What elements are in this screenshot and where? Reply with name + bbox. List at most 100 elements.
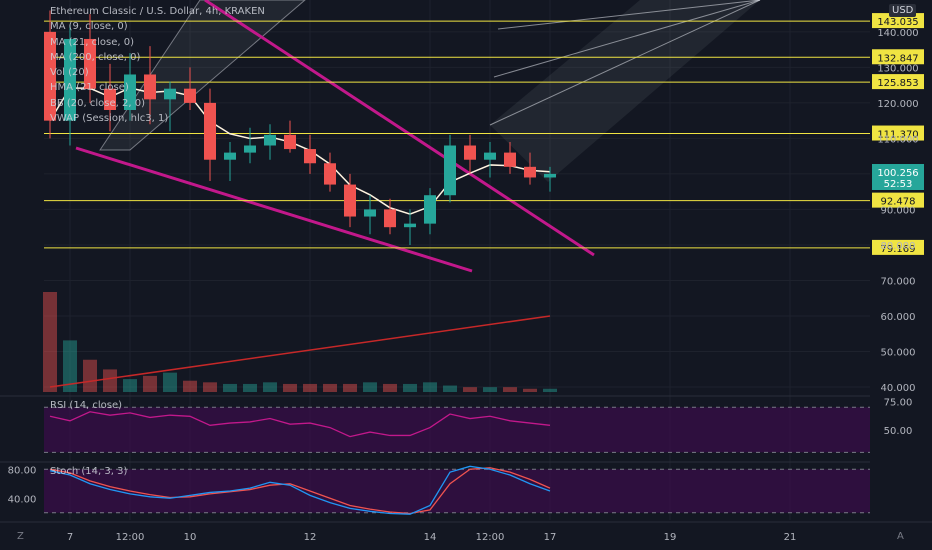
currency-badge[interactable]: USD [889,4,917,17]
legend-vol[interactable]: Vol (20) [50,67,89,79]
rsi-tick-label: 50.00 [884,426,913,437]
volume-bar [203,382,217,392]
volume-bar [323,383,337,392]
candle-body [524,166,536,178]
last-price-label: 100.256 [877,168,918,179]
price-axis[interactable]: 143.035 132.847 125.853 111.370 92.478 79.169… [872,13,924,394]
lower-trendline [75,146,473,273]
legend-ma200[interactable]: MA (200, close, 0) [50,51,141,63]
time-tick-label: 14 [424,532,437,543]
volume-bar [143,375,157,392]
candle-body [64,38,76,121]
stoch-d-line [49,467,551,515]
candle-body [224,152,236,160]
volume-bar [163,372,177,392]
volume-bars [43,292,557,392]
channel-line [497,0,761,30]
level-label: 143.035 [877,17,918,28]
price-tick-label: 60.000 [881,312,916,323]
channel-fill-left [99,0,306,151]
volume-bar [483,387,497,392]
time-tick-label: 12:00 [476,532,505,543]
candle-body [244,145,256,153]
legend-ma21[interactable]: MA (21, close, 0) [50,36,135,48]
price-tick-label: 110.000 [877,134,918,145]
candle-body [304,149,316,164]
auto-scale-corner[interactable]: A [897,531,904,542]
symbol-title[interactable]: Ethereum Classic / U.S. Dollar, 4h, KRAK… [50,6,265,17]
candle-body [284,134,296,150]
pitchfork-channel [99,0,761,182]
candle-body [344,184,356,217]
legend-hma[interactable]: HMA (21, close) [50,82,129,94]
volume-bar [403,383,417,392]
candle-body [544,173,556,178]
volume-bar [543,388,557,392]
candle-body [184,88,196,103]
volume-bar [463,387,477,392]
volume-bar [423,382,437,392]
rsi-legend[interactable]: RSI (14, close) [50,398,122,413]
horizontal-levels [44,20,870,249]
channel-line [493,0,761,78]
volume-bar [343,383,357,392]
candle-body [464,145,476,160]
legend-ma9[interactable]: MA (9, close, 0) [50,21,128,33]
volume-bar [303,383,317,392]
channel-fill [490,0,760,182]
level-label: 79.169 [881,244,916,255]
candle-body [484,152,496,160]
candle-body [324,163,336,185]
stoch-panel: 80.00 40.00 [0,461,870,515]
indicator-legend: Ethereum Classic / U.S. Dollar, 4h, KRAK… [50,4,265,126]
time-tick-label: 17 [544,532,557,543]
stoch-k-line [49,465,551,515]
legend-vwap[interactable]: VWAP (Session, hlc3, 1) [50,113,169,125]
candle-body [84,38,96,89]
stoch-tick-label: 80.00 [8,465,37,476]
time-axis[interactable]: 7 12:00 10 12 14 12:00 17 19 21 [0,521,932,543]
level-label-bg [872,192,924,208]
volume-bar [383,383,397,392]
candle-body [164,88,176,100]
volume-bar [123,379,137,392]
last-price-countdown: 52:53 [884,179,913,190]
candle-body [404,223,416,228]
rsi-label: RSI (14, close) [50,400,123,411]
legend-bb[interactable]: BB (20, close, 2, 0) [50,97,145,109]
upper-trendline [204,0,595,257]
time-tick-label: 7 [67,532,73,543]
candle-body [44,31,56,121]
ma200-line [49,315,551,388]
rsi-panel: 75.00 50.00 [0,395,913,453]
last-price-badge [872,164,924,191]
volume-bar [243,383,257,392]
time-tick-label: 12 [304,532,317,543]
time-tick-label: 21 [784,532,797,543]
candle-body [144,74,156,100]
zoom-corner[interactable]: Z [17,531,24,542]
trendlines [75,0,595,273]
level-label-bg [872,49,924,65]
level-label: 111.370 [877,130,918,141]
candle-body [444,145,456,196]
volume-bar [63,340,77,392]
candle-body [124,74,136,110]
volume-bar [83,359,97,392]
level-label-bg [872,125,924,141]
price-tick-label: 70.000 [881,276,916,287]
price-tick-label: 120.000 [877,99,918,110]
candle-body [384,209,396,228]
candle-body [204,102,216,160]
volume-bar [103,369,117,392]
stoch-band [44,469,870,513]
volume-bar [263,382,277,392]
candle-body [104,88,116,110]
stoch-legend[interactable]: Stoch (14, 3, 3) [50,464,127,479]
level-label: 125.853 [877,78,918,89]
level-label: 92.478 [881,197,916,208]
rsi-band [44,407,870,453]
price-tick-label: 50.000 [881,347,916,358]
volume-bar [523,388,537,392]
